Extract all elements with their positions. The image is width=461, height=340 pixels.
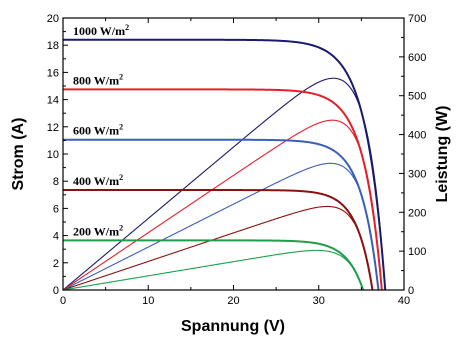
x-tick-label: 30 [313, 295, 325, 307]
current-curve-400 [63, 189, 374, 291]
power-curve-200 [62, 249, 364, 291]
x-axis-ticks: 0 10 20 30 40 [60, 18, 410, 307]
right-axis-ticks: 0 100 200 300 400 500 600 700 [399, 13, 426, 297]
left-tick-label: 12 [47, 122, 59, 134]
power-curve-400 [62, 205, 374, 291]
x-tick-label: 40 [398, 295, 410, 307]
right-tick-label: 100 [408, 246, 426, 258]
x-tick-label: 10 [142, 295, 154, 307]
current-curve-600 [63, 138, 380, 291]
series-label-200: 200 W/m2 [73, 223, 123, 238]
left-tick-label: 20 [47, 13, 59, 25]
right-tick-label: 400 [408, 130, 426, 142]
right-tick-label: 200 [408, 207, 426, 219]
series-label-400: 400 W/m2 [73, 173, 123, 188]
current-curve-1000 [63, 38, 387, 291]
current-curve-200 [63, 239, 365, 291]
power-curve-800 [62, 119, 383, 291]
right-tick-label: 600 [408, 52, 426, 64]
x-tick-label: 20 [227, 295, 239, 307]
x-tick-label: 0 [60, 295, 66, 307]
left-tick-label: 4 [53, 231, 59, 243]
series-label-600: 600 W/m2 [73, 123, 123, 138]
left-axis-title: Strom (A) [10, 118, 27, 191]
plot-frame [62, 17, 405, 291]
left-tick-label: 14 [47, 95, 59, 107]
right-tick-label: 500 [408, 91, 426, 103]
right-axis-title: Leistung (W) [434, 106, 451, 203]
curves [62, 38, 387, 291]
power-curve-600 [62, 162, 379, 291]
current-curve-800 [63, 88, 383, 291]
series-label-800: 800 W/m2 [73, 72, 123, 87]
right-tick-label: 300 [408, 168, 426, 180]
left-tick-label: 6 [53, 203, 59, 215]
left-tick-label: 10 [47, 149, 59, 161]
x-axis-title: Spannung (V) [181, 318, 285, 335]
left-tick-label: 18 [47, 40, 59, 52]
left-axis-ticks: 0 2 4 6 8 10 12 14 16 18 20 [47, 13, 68, 297]
right-tick-label: 0 [408, 285, 414, 297]
right-tick-label: 700 [408, 13, 426, 25]
left-tick-label: 0 [53, 285, 59, 297]
left-tick-label: 2 [53, 258, 59, 270]
left-tick-label: 16 [47, 67, 59, 79]
series-label-1000: 1000 W/m2 [73, 23, 129, 38]
power-curve-1000 [62, 77, 386, 291]
series-labels: 1000 W/m2 800 W/m2 600 W/m2 400 W/m2 200 W/m… [73, 23, 129, 239]
left-tick-label: 8 [53, 176, 59, 188]
